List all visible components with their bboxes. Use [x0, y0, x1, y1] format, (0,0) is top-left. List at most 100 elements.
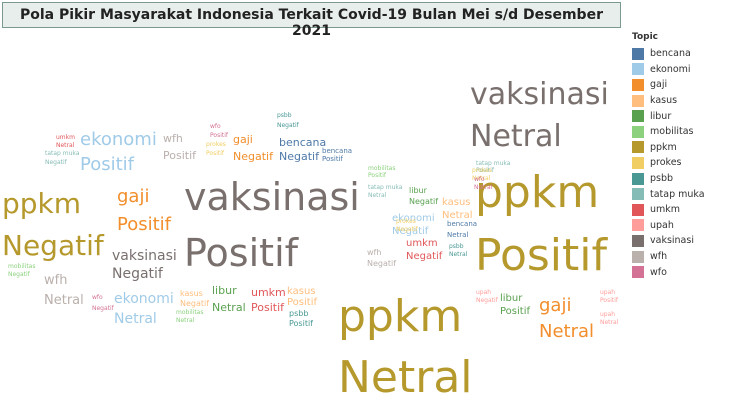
- word-topic: tatap muka: [476, 160, 511, 167]
- legend-swatch: [632, 172, 644, 185]
- legend-swatch: [632, 219, 644, 232]
- chart-title: Pola Pikir Masyarakat Indonesia Terkait …: [20, 7, 603, 39]
- legend-label: ppkm: [650, 141, 677, 153]
- word-sentiment: Positif: [500, 306, 530, 317]
- chart-title-box: Pola Pikir Masyarakat Indonesia Terkait …: [2, 2, 621, 39]
- word-topic: wfh: [163, 132, 183, 145]
- word-topic: ekonomi: [114, 291, 174, 307]
- legend-swatch: [632, 125, 644, 138]
- legend-item[interactable]: mobilitas: [632, 124, 740, 140]
- word-topic: prokes: [396, 218, 416, 225]
- word-sentiment: Positif: [251, 301, 285, 314]
- word-topic: gaji: [539, 295, 571, 316]
- word-topic: kasus: [442, 197, 471, 208]
- legend-swatch: [632, 250, 644, 263]
- word-sentiment: Positif: [184, 231, 300, 275]
- word-sentiment: Positif: [163, 149, 197, 162]
- word-topic: gaji: [233, 133, 253, 146]
- legend-item[interactable]: kasus: [632, 93, 740, 109]
- legend-label: wfo: [650, 266, 667, 278]
- word-sentiment: Netral: [442, 210, 473, 221]
- legend-label: ekonomi: [650, 63, 691, 75]
- legend-item[interactable]: ekonomi: [632, 62, 740, 78]
- legend-item[interactable]: gaji: [632, 77, 740, 93]
- word-sentiment: Positif: [475, 230, 609, 281]
- legend-swatch: [632, 141, 644, 154]
- legend-swatch: [632, 78, 644, 91]
- word-sentiment: Positif: [322, 155, 344, 163]
- legend-label: bencana: [650, 48, 691, 60]
- legend-swatch: [632, 266, 644, 279]
- legend-label: mobilitas: [650, 126, 694, 138]
- word-topic: ppkm: [338, 291, 462, 342]
- word-sentiment: Netral: [539, 321, 594, 342]
- legend-item[interactable]: wfh: [632, 249, 740, 265]
- word-sentiment: Negatif: [92, 305, 115, 312]
- legend-item[interactable]: tatap muka: [632, 186, 740, 202]
- legend-item[interactable]: libur: [632, 108, 740, 124]
- word-topic: wfo: [210, 123, 221, 130]
- word-sentiment: Positif: [287, 297, 317, 308]
- legend-item[interactable]: umkm: [632, 202, 740, 218]
- word-sentiment: Netral: [176, 317, 195, 324]
- word-topic: ekonomi: [392, 213, 435, 224]
- legend-item[interactable]: psbb: [632, 171, 740, 187]
- word-topic: vaksinasi: [470, 77, 609, 112]
- word-topic: ekonomi: [80, 129, 157, 150]
- word-sentiment: Negatif: [8, 271, 31, 278]
- word-topic: tatap muka: [45, 150, 80, 157]
- word-topic: psbb: [289, 309, 308, 318]
- word-topic: libur: [212, 284, 237, 297]
- word-topic: umkm: [56, 134, 75, 141]
- word-topic: bencana: [322, 147, 352, 155]
- word-sentiment: Positif: [289, 319, 313, 328]
- legend-item[interactable]: ppkm: [632, 140, 740, 156]
- legend-label: tatap muka: [650, 188, 705, 200]
- word-sentiment: Netral: [44, 293, 84, 308]
- word-sentiment: Positif: [80, 154, 135, 175]
- legend-item[interactable]: vaksinasi: [632, 233, 740, 249]
- word-sentiment: Negatif: [279, 150, 320, 163]
- word-sentiment: Negatif: [180, 299, 209, 308]
- word-sentiment: Negatif: [476, 297, 499, 304]
- legend-item[interactable]: prokes: [632, 155, 740, 171]
- word-topic: bencana: [447, 220, 477, 228]
- word-sentiment: Netral: [474, 184, 493, 191]
- word-sentiment: Netral: [470, 119, 562, 154]
- legend-item[interactable]: wfo: [632, 264, 740, 280]
- word-sentiment: Negatif: [2, 229, 105, 262]
- word-sentiment: Positif: [206, 150, 225, 157]
- legend-swatch: [632, 63, 644, 76]
- word-sentiment: Negatif: [406, 251, 443, 262]
- word-sentiment: Netral: [600, 319, 619, 326]
- word-topic: mobilitas: [176, 309, 203, 316]
- legend-item[interactable]: bencana: [632, 46, 740, 62]
- word-topic: prokes: [206, 141, 226, 148]
- word-topic: upah: [600, 311, 615, 318]
- legend-items: bencana ekonomi gaji kasus libur mobilitas ppk…: [632, 46, 740, 280]
- word-topic: wfo: [474, 176, 485, 183]
- word-topic: bencana: [279, 136, 326, 149]
- word-topic: tatap muka: [368, 184, 403, 191]
- word-sentiment: Netral: [338, 352, 473, 403]
- word-sentiment: Netral: [472, 175, 491, 182]
- word-topic: prokes: [472, 167, 492, 174]
- word-sentiment: Positif: [600, 297, 619, 304]
- legend-swatch: [632, 234, 644, 247]
- legend-label: psbb: [650, 173, 674, 185]
- legend-item[interactable]: upah: [632, 218, 740, 234]
- word-sentiment: Netral: [368, 192, 387, 199]
- legend-label: libur: [650, 110, 672, 122]
- word-sentiment: Netral: [56, 142, 75, 149]
- word-sentiment: Netral: [447, 231, 468, 239]
- legend-swatch: [632, 188, 644, 201]
- legend-label: wfh: [650, 251, 668, 263]
- word-sentiment: Negatif: [277, 122, 300, 129]
- word-cloud: vaksinasi Netral vaksinasi Positif vaksinasi…: [2, 77, 619, 403]
- word-topic: kasus: [180, 289, 203, 298]
- word-sentiment: Negatif: [233, 150, 274, 163]
- word-sentiment: Positif: [117, 214, 172, 235]
- word-topic: wfh: [44, 273, 67, 288]
- word-sentiment: Negatif: [367, 259, 396, 268]
- word-sentiment: Positif: [210, 132, 229, 139]
